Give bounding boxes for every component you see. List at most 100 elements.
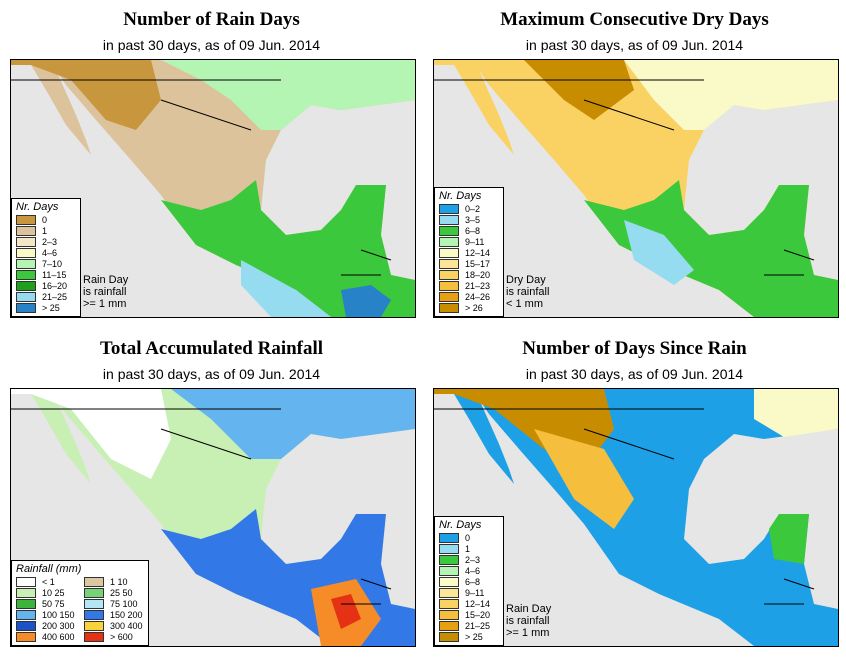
note-line: Rain Day: [83, 274, 129, 286]
note-line: Rain Day: [506, 603, 552, 615]
legend-item: > 26: [435, 302, 503, 313]
legend-label: > 26: [465, 302, 483, 313]
legend-item: 9–11: [435, 587, 503, 598]
legend-item: 4–6: [12, 247, 80, 258]
panel-rain-days: Number of Rain Days in past 30 days, as …: [0, 0, 423, 329]
legend-item: < 1: [16, 576, 76, 587]
legend-label: 10 25: [42, 587, 65, 598]
legend-swatch: [439, 225, 459, 236]
note-line: Dry Day: [506, 274, 546, 286]
legend-swatch: [84, 609, 104, 620]
legend-label: 15–17: [465, 258, 491, 269]
legend-item: 11–15: [12, 269, 80, 280]
legend-swatch: [16, 620, 36, 631]
legend-item: > 600: [84, 631, 144, 642]
panel-title: Maximum Consecutive Dry Days: [500, 9, 769, 30]
legend-swatch: [439, 291, 459, 302]
legend-swatch: [439, 554, 459, 565]
legend-item: 3–5: [435, 214, 503, 225]
panel-dry-days: Maximum Consecutive Dry Days in past 30 …: [423, 0, 846, 329]
note-line: is rainfall: [506, 286, 550, 298]
legend-label: 4–6: [42, 247, 58, 258]
legend-label: 6–8: [465, 225, 481, 236]
panel-total-rainfall: Total Accumulated Rainfall in past 30 da…: [0, 329, 423, 658]
legend-title: Rainfall (mm): [16, 563, 82, 575]
legend-label: 9–11: [465, 587, 485, 598]
legend-label: 1 10: [110, 576, 128, 587]
legend-swatch: [16, 258, 36, 269]
legend-days-since-rain: Nr. Days 0 1 2–3 4–6 6–8 9–11 12–14 15–20 21–25 >…: [434, 516, 504, 646]
legend-label: 21–25: [42, 291, 68, 302]
legend-label: 11–15: [42, 269, 67, 280]
legend-swatch: [16, 269, 36, 280]
legend-note: Rain Day is rainfall >= 1 mm: [83, 274, 128, 310]
legend-item: 15–17: [435, 258, 503, 269]
legend-item: 300 400: [84, 620, 144, 631]
legend-item: 12–14: [435, 598, 503, 609]
legend-note: Dry Day is rainfall < 1 mm: [506, 274, 549, 310]
note-line: < 1 mm: [506, 298, 543, 310]
note-line: >= 1 mm: [83, 298, 127, 310]
legend-label: 400 600: [42, 631, 75, 642]
legend-label: 150 200: [110, 609, 143, 620]
legend-item: 200 300: [16, 620, 76, 631]
legend-swatch: [439, 565, 459, 576]
legend-swatch: [439, 609, 459, 620]
legend-item: 0: [435, 532, 503, 543]
legend-label: 100 150: [42, 609, 75, 620]
legend-note: Rain Day is rainfall >= 1 mm: [506, 603, 551, 639]
legend-label: 6–8: [465, 576, 481, 587]
legend-swatch: [439, 587, 459, 598]
legend-item: 50 75: [16, 598, 76, 609]
legend-label: 9–11: [465, 236, 485, 247]
legend-label: 2–3: [42, 236, 58, 247]
map-dry-days: Nr. Days 0–2 3–5 6–8 9–11 12–14 15–17 18–20 21–…: [433, 59, 839, 318]
legend-item: 7–10: [12, 258, 80, 269]
legend-item: 0–2: [435, 203, 503, 214]
legend-swatch: [84, 631, 104, 642]
legend-item: 21–25: [12, 291, 80, 302]
legend-label: 0–2: [465, 203, 481, 214]
legend-item: 25 50: [84, 587, 144, 598]
legend-swatch: [439, 302, 459, 313]
panel-subtitle: in past 30 days, as of 09 Jun. 2014: [102, 37, 321, 53]
legend-swatch: [84, 620, 104, 631]
legend-item: 75 100: [84, 598, 144, 609]
legend-item: 16–20: [12, 280, 80, 291]
legend-item: 150 200: [84, 609, 144, 620]
legend-label: 25 50: [110, 587, 133, 598]
legend-label: 12–14: [465, 247, 491, 258]
legend-title: Nr. Days: [439, 519, 482, 531]
legend-swatch: [16, 214, 36, 225]
legend-swatch: [16, 609, 36, 620]
panel-subtitle: in past 30 days, as of 09 Jun. 2014: [102, 366, 321, 382]
legend-swatch: [439, 247, 459, 258]
legend-label: 200 300: [42, 620, 75, 631]
legend-swatch: [439, 598, 459, 609]
legend-item: 6–8: [435, 225, 503, 236]
map-rain-days: Nr. Days 0 1 2–3 4–6 7–10 11–15 16–20 21–25 > 25…: [10, 59, 416, 318]
panel-title: Number of Rain Days: [123, 9, 300, 30]
legend-label: 15–20: [465, 609, 491, 620]
legend-swatch: [16, 291, 36, 302]
legend-label: 300 400: [110, 620, 143, 631]
legend-swatch: [16, 587, 36, 598]
legend-label: 18–20: [465, 269, 491, 280]
legend-total-rainfall: Rainfall (mm) < 1 1 10 10 25 25 50 50 75 75 1…: [11, 560, 149, 646]
legend-item: 10 25: [16, 587, 76, 598]
legend-label: 3–5: [465, 214, 481, 225]
legend-item: > 25: [435, 631, 503, 642]
legend-label: 1: [465, 543, 471, 554]
panel-title: Total Accumulated Rainfall: [99, 338, 324, 359]
legend-label: 16–20: [42, 280, 68, 291]
note-line: >= 1 mm: [506, 627, 550, 639]
legend-label: 2–3: [465, 554, 481, 565]
legend-label: 7–10: [42, 258, 63, 269]
panel-days-since-rain: Number of Days Since Rain in past 30 day…: [423, 329, 846, 658]
legend-label: 24–26: [465, 291, 491, 302]
note-line: is rainfall: [506, 615, 550, 627]
legend-item: 18–20: [435, 269, 503, 280]
legend-swatch: [84, 587, 104, 598]
legend-label: < 1: [42, 576, 55, 587]
note-line: is rainfall: [83, 286, 127, 298]
